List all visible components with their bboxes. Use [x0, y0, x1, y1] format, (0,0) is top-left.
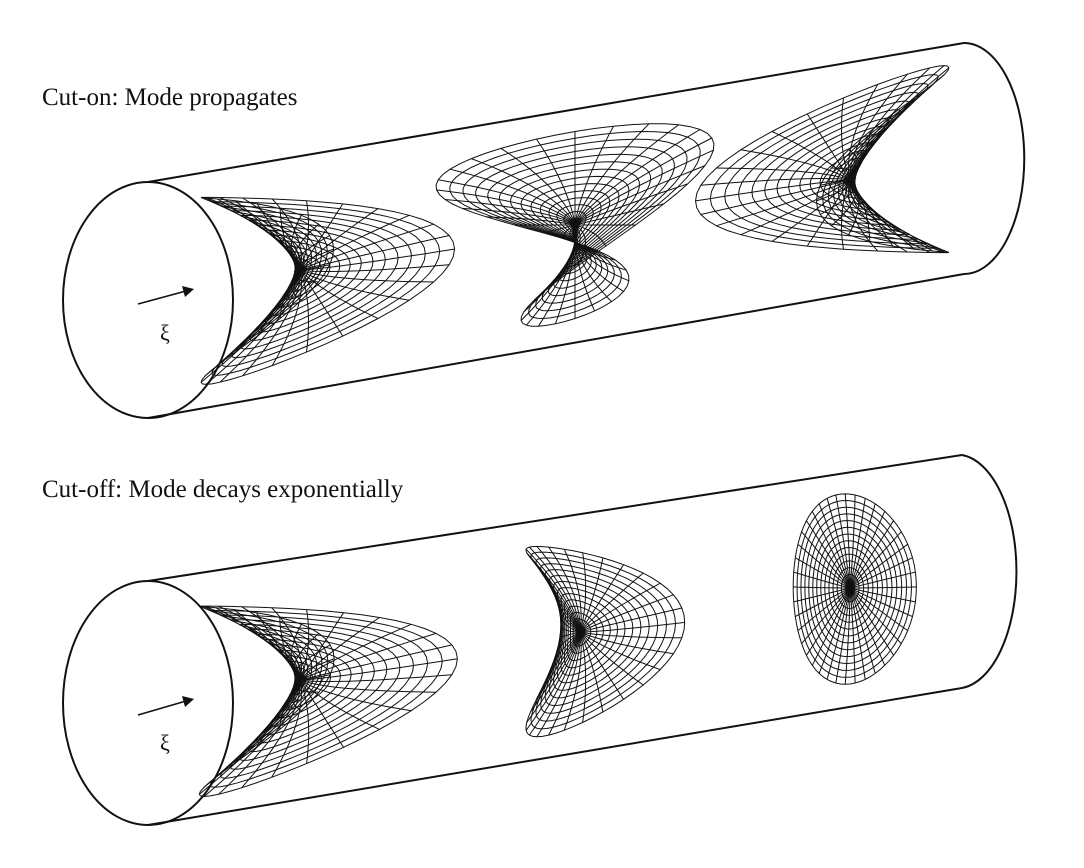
mode-shape-top-3 — [694, 65, 950, 254]
mode-shape-top-1 — [200, 196, 456, 385]
mode-shape-bottom-2 — [525, 545, 686, 738]
xi-symbol-bottom: ξ — [160, 730, 170, 755]
duct-bottom-edge — [147, 273, 965, 419]
mode-shape-top-2 — [435, 123, 715, 327]
caption-cut-on: Cut-on: Mode propagates — [42, 84, 298, 111]
duct-inlet-ellipse-2 — [62, 580, 234, 826]
duct-outlet-arc — [963, 42, 1026, 275]
caption-cut-off: Cut-off: Mode decays exponentially — [42, 476, 404, 503]
panel-cut-on: Cut-on: Mode propagates ξ — [42, 42, 1026, 419]
duct-cylinder-top — [62, 42, 1026, 419]
mode-shapes-top — [200, 65, 950, 385]
duct-cylinder-bottom — [62, 454, 1018, 826]
xi-symbol-top: ξ — [160, 320, 170, 345]
duct-top-edge-2 — [147, 454, 963, 582]
direction-arrow-top: ξ — [137, 286, 194, 345]
panel-cut-off: Cut-off: Mode decays exponentially ξ — [42, 454, 1018, 826]
direction-arrow-bottom: ξ — [137, 696, 194, 755]
duct-top-edge — [147, 42, 965, 183]
mode-shapes-bottom — [198, 493, 917, 798]
duct-bottom-edge-2 — [147, 687, 963, 826]
duct-outlet-arc-2 — [961, 454, 1018, 689]
mode-shape-bottom-1 — [198, 605, 458, 798]
mode-shape-bottom-3 — [792, 493, 917, 685]
